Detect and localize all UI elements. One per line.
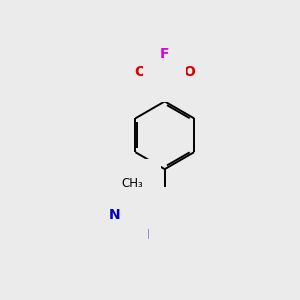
Text: N: N [137,228,149,242]
Text: O: O [183,65,195,79]
Text: F: F [160,47,169,61]
Text: S: S [159,64,170,80]
Text: N: N [116,228,127,242]
Text: N: N [109,208,121,222]
Text: O: O [134,65,146,79]
Text: CH₃: CH₃ [122,177,143,190]
Text: N: N [144,208,155,222]
